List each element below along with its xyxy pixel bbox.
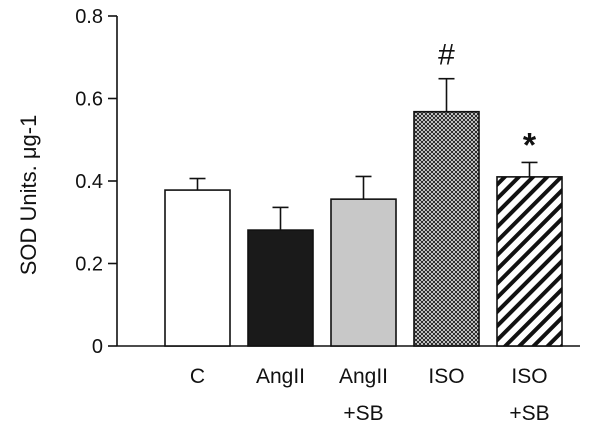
bar (330, 198, 397, 347)
x-tick-label: ISO (428, 365, 464, 388)
significance-marker: # (438, 39, 455, 72)
labels: 0 0.2 0.4 0.6 0.8 SOD Units. μg-1 C AngII AngII +… (16, 6, 550, 425)
bars (164, 77, 563, 347)
y-tick-label: 0.2 (75, 254, 103, 276)
x-tick-label: ISO (511, 365, 547, 388)
y-tick-label: 0 (92, 336, 103, 358)
significance-marker: * (523, 126, 537, 164)
bar (164, 189, 231, 347)
x-tick-label: +SB (509, 402, 549, 425)
y-tick-label: 0.6 (75, 89, 103, 111)
x-tick-label: AngII (339, 365, 388, 388)
x-tick-label: AngII (256, 365, 305, 388)
bar (413, 110, 480, 347)
y-tick-label: 0.8 (75, 6, 103, 28)
bar (247, 229, 314, 347)
y-tick-label: 0.4 (75, 171, 103, 193)
x-tick-label: +SB (343, 402, 383, 425)
x-tick-label: C (190, 365, 205, 388)
y-axis-label: SOD Units. μg-1 (16, 115, 41, 276)
bar (496, 176, 563, 347)
